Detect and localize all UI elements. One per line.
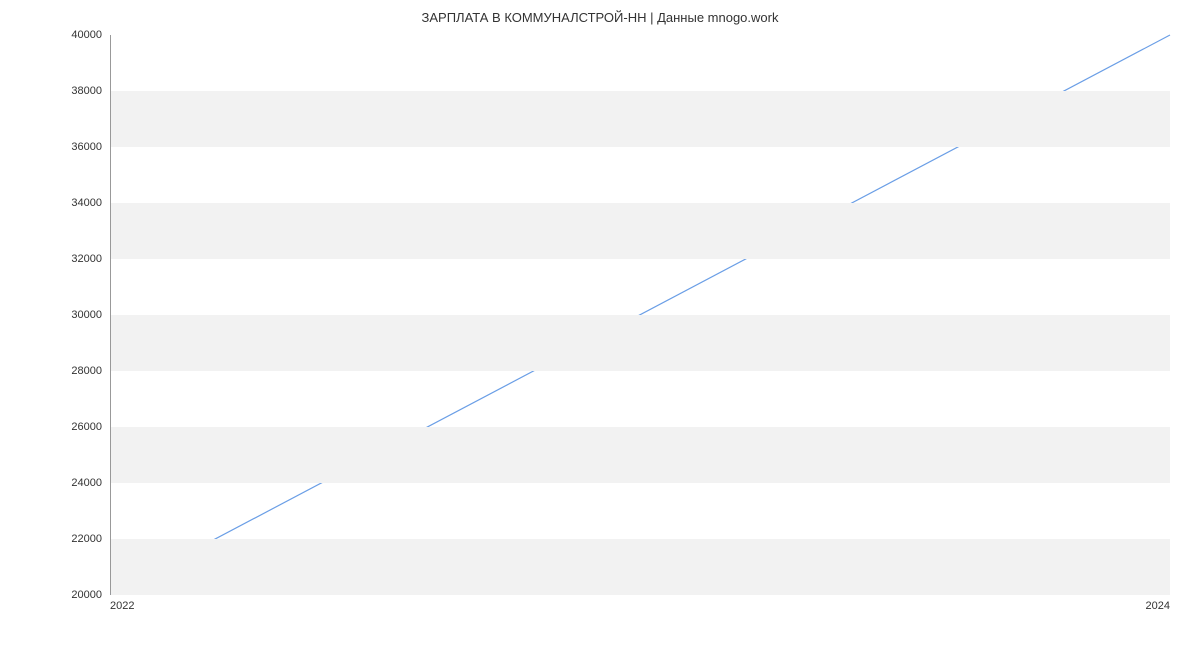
y-tick-label: 24000 <box>57 477 102 489</box>
grid-band <box>111 539 1170 595</box>
y-tick-label: 36000 <box>57 141 102 153</box>
y-tick-label: 32000 <box>57 253 102 265</box>
plot-area <box>110 35 1170 595</box>
y-tick-label: 30000 <box>57 309 102 321</box>
y-tick-label: 34000 <box>57 197 102 209</box>
y-tick-label: 20000 <box>57 589 102 601</box>
grid-band <box>111 91 1170 147</box>
chart-area: 2000022000240002600028000300003200034000… <box>65 35 1170 615</box>
grid-band <box>111 315 1170 371</box>
y-tick-label: 28000 <box>57 365 102 377</box>
y-tick-label: 38000 <box>57 85 102 97</box>
grid-band <box>111 203 1170 259</box>
grid-band <box>111 427 1170 483</box>
y-tick-label: 26000 <box>57 421 102 433</box>
y-tick-label: 40000 <box>57 29 102 41</box>
x-tick-label: 2024 <box>1146 600 1170 612</box>
y-tick-label: 22000 <box>57 533 102 545</box>
chart-title: ЗАРПЛАТА В КОММУНАЛСТРОЙ-НН | Данные mno… <box>0 0 1200 31</box>
x-tick-label: 2022 <box>110 600 134 612</box>
